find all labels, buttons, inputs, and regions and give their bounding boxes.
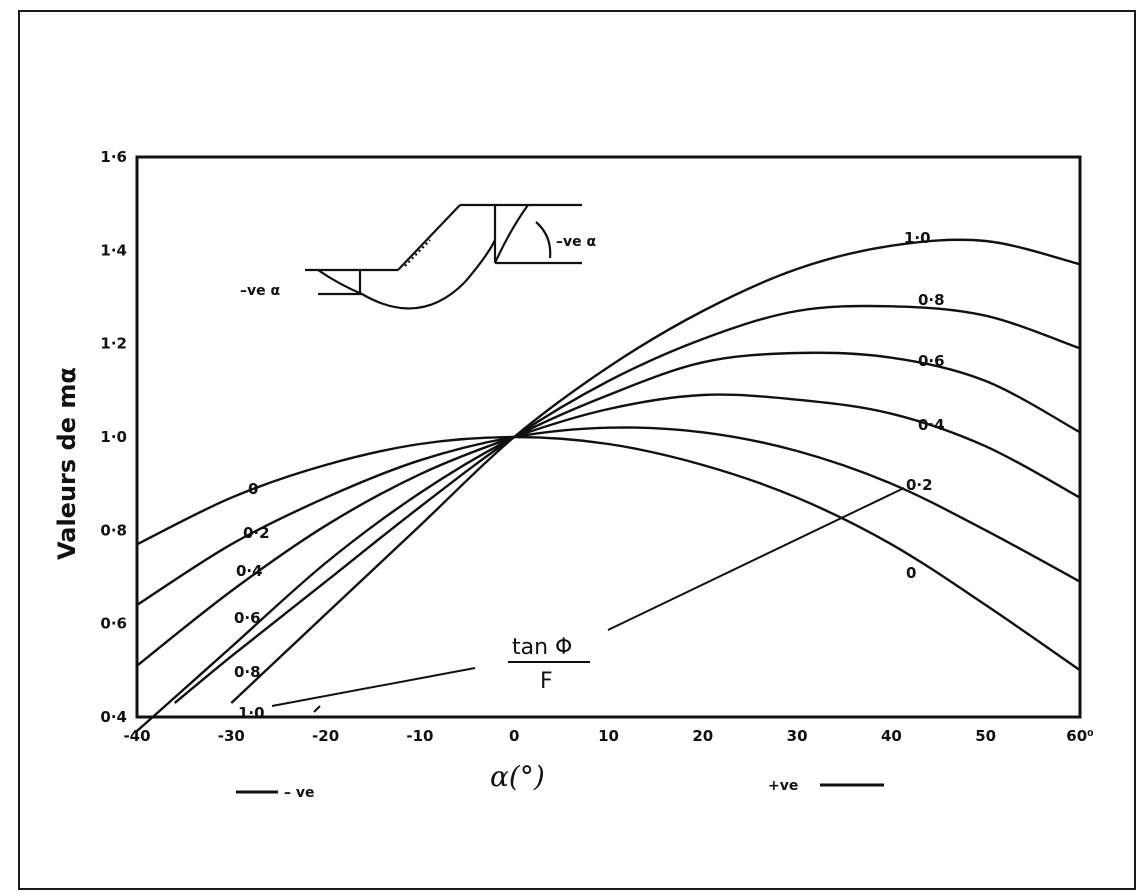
- x-tick-label: 50: [975, 727, 996, 745]
- curve-tan-phi-0-6: [136, 351, 1081, 732]
- curve-tan-phi-1-0: [230, 238, 1081, 704]
- x-tick-label: 30: [787, 727, 808, 745]
- slope-inset-sketch: [305, 203, 582, 310]
- y-tick-label: 1·2: [100, 335, 127, 353]
- curve-tan-phi-0-8: [173, 304, 1081, 704]
- x-tick-label: -10: [406, 727, 433, 745]
- curve-left-label: 0·8: [234, 663, 261, 681]
- curves: [136, 238, 1081, 732]
- curve-left-label: 0: [248, 480, 258, 498]
- x-neg-label: – ve: [284, 785, 315, 801]
- curve-right-label: 0: [906, 564, 916, 582]
- param-leader-right: [607, 487, 905, 631]
- y-tick-label: 1·4: [100, 241, 127, 259]
- curve-right-label: 0·2: [906, 476, 933, 494]
- inset-label-right: –ve α: [556, 234, 596, 250]
- figure-frame: [18, 10, 1136, 890]
- curve-right-label: 0·8: [918, 291, 945, 309]
- plot-area: [135, 155, 1082, 719]
- x-tick-label: -40: [123, 727, 150, 745]
- y-axis-title: Valeurs de mα: [53, 367, 81, 560]
- x-pos-label: +ve: [768, 778, 798, 794]
- x-tick-label: 10: [598, 727, 619, 745]
- x-axis-title: α(°): [490, 760, 545, 793]
- curve-left-label: 0·6: [234, 609, 261, 627]
- curve-left-label: 1·0: [238, 704, 265, 722]
- param-label-top: tan Φ: [512, 635, 572, 660]
- x-tick-label: -20: [312, 727, 339, 745]
- x-tick-label: -30: [218, 727, 245, 745]
- curve-right-label: 0·4: [918, 416, 945, 434]
- x-tick-label: 20: [692, 727, 713, 745]
- inset-label-left: –ve α: [240, 283, 280, 299]
- x-tick-label: 60⁰: [1066, 727, 1093, 745]
- y-tick-label: 0·4: [100, 708, 127, 726]
- y-tick-label: 0·6: [100, 615, 127, 633]
- param-leader-left: [271, 667, 476, 707]
- curve-right-label: 0·6: [918, 352, 945, 370]
- x-axis-ticks: -40 -30 -20 -10 0 10 20 30 40 50 60⁰: [123, 727, 1093, 745]
- param-leader-tick: [313, 705, 321, 713]
- param-label-bottom: F: [540, 669, 553, 694]
- curve-tan-phi-0-2: [136, 426, 1081, 607]
- y-axis-ticks: 0·4 0·6 0·8 1·0 1·2 1·4 1·6: [100, 148, 127, 726]
- curve-right-label: 1·0: [904, 229, 931, 247]
- curve-tan-phi-0: [136, 435, 1081, 672]
- curve-tan-phi-0-4: [136, 393, 1081, 667]
- y-tick-label: 1·6: [100, 148, 127, 166]
- curve-labels: 0 0 0·2 0·2 0·4 0·4 0·6 0·6 0·8 0·8 1·0 1·0: [234, 229, 945, 722]
- y-tick-label: 1·0: [100, 428, 127, 446]
- curve-left-label: 0·2: [243, 524, 270, 542]
- curve-left-label: 0·4: [236, 562, 263, 580]
- y-tick-label: 0·8: [100, 521, 127, 539]
- x-tick-label: 40: [881, 727, 902, 745]
- x-tick-label: 0: [509, 727, 519, 745]
